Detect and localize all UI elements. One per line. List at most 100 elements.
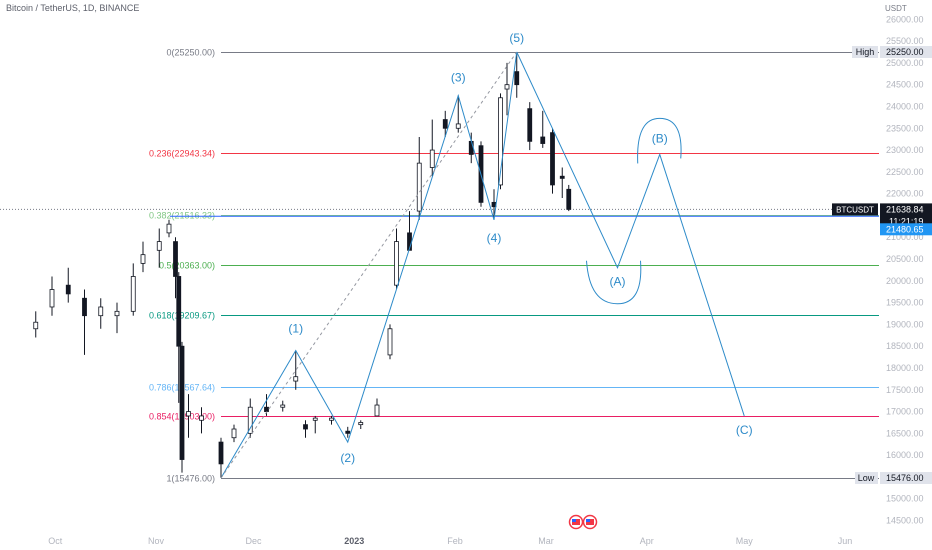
wave-label: (5) — [509, 31, 524, 45]
price-tick: 18000.00 — [886, 363, 924, 373]
wave-label: (2) — [340, 451, 355, 465]
time-axis[interactable]: Oct Nov Dec 2023 Feb Mar Apr May Jun — [48, 536, 852, 546]
candle-body — [186, 411, 191, 417]
elliott-wave-drawing[interactable]: (1) (2) (3) (4) (5) (A) (B) (C) — [220, 31, 753, 479]
candle-body — [247, 406, 253, 434]
candle-body — [455, 123, 461, 129]
high-tag-label: High — [856, 47, 875, 57]
wave-label: (3) — [451, 71, 466, 85]
us-event-flag-canton — [586, 519, 590, 522]
candle-body — [218, 441, 224, 465]
candle-body — [65, 284, 71, 295]
time-tick: May — [736, 536, 754, 546]
price-tick: 22000.00 — [886, 189, 924, 199]
low-value-bg — [880, 472, 932, 484]
price-tick: 21000.00 — [886, 232, 924, 242]
price-tick: 23000.00 — [886, 145, 924, 155]
time-tick: Nov — [148, 536, 165, 546]
price-tick: 25500.00 — [886, 36, 924, 46]
low-value: 15476.00 — [886, 473, 924, 483]
currency-label: USDT — [885, 4, 907, 13]
candle-body — [566, 188, 572, 210]
candle-body — [130, 276, 136, 312]
wave-label: (1) — [288, 322, 303, 336]
price-scale[interactable]: 26000.00 25500.00 25000.00 24500.00 24000.00… — [880, 0, 932, 550]
candle-body — [442, 119, 448, 129]
candle-body — [329, 417, 334, 421]
wave-label: (B) — [652, 131, 668, 145]
price-tick: 19500.00 — [886, 298, 924, 308]
time-tick: Feb — [447, 536, 463, 546]
candle-body — [514, 71, 520, 86]
trend-line — [220, 51, 518, 479]
price-tick: 25000.00 — [886, 58, 924, 68]
wave-b-bracket — [637, 117, 682, 164]
candle-body — [345, 430, 351, 434]
price-tick: 22500.00 — [886, 167, 924, 177]
candle-body — [504, 84, 510, 90]
candle-body — [98, 306, 104, 317]
price-tick: 17500.00 — [886, 385, 924, 395]
candle-body — [49, 289, 55, 308]
candle-body — [429, 149, 435, 168]
wave-label: (C) — [736, 423, 753, 437]
time-tick: Apr — [640, 536, 654, 546]
candle-body — [468, 140, 474, 155]
time-tick: Dec — [245, 536, 262, 546]
fib-level-label: 1(15476.00) — [166, 474, 215, 484]
low-tag-label: Low — [858, 473, 875, 483]
corrective-wave-path — [516, 51, 745, 417]
candle-body — [140, 254, 146, 264]
symbol-title: Bitcoin / TetherUS, 1D, BINANCE — [6, 3, 140, 13]
price-tick: 17000.00 — [886, 407, 924, 417]
projected-price: 21480.65 — [886, 224, 924, 234]
fib-level-label: 0(25250.00) — [166, 48, 215, 58]
time-tick: Jun — [838, 536, 853, 546]
candle-body — [264, 406, 269, 412]
event-markers[interactable] — [568, 514, 598, 530]
symbol-tag: BTCUSDT — [836, 205, 874, 214]
price-scale-bg — [880, 0, 932, 550]
candle-body — [166, 223, 172, 234]
fib-level-label: 0.382(21516.33) — [149, 211, 215, 221]
symbol-tag-bg — [832, 203, 878, 216]
wave-a-bracket — [586, 260, 642, 305]
candle-body — [358, 422, 364, 426]
candle-body — [173, 241, 178, 277]
high-value-bg — [880, 46, 932, 58]
us-event-flag-canton — [572, 519, 576, 522]
high-value: 25250.00 — [886, 47, 924, 57]
price-tick: 16500.00 — [886, 428, 924, 438]
impulse-wave-path — [220, 51, 518, 479]
candle-body — [199, 415, 204, 421]
candle-body — [231, 428, 237, 439]
wave-label: (A) — [610, 275, 626, 289]
price-tick: 14500.00 — [886, 516, 924, 526]
fib-level-label: 0.5(20363.00) — [159, 261, 215, 271]
low-tag-bg — [855, 472, 878, 484]
projected-price-bg — [880, 223, 932, 236]
candle-body — [280, 404, 286, 408]
candle-body — [114, 310, 120, 317]
price-tick: 18500.00 — [886, 341, 924, 351]
time-tick: 2023 — [344, 536, 364, 546]
wave-label: (4) — [487, 231, 502, 245]
candle-body — [176, 276, 182, 347]
candle-body — [374, 404, 380, 417]
candle-body — [416, 162, 422, 212]
fib-level-label: 0.618(19209.67) — [149, 311, 215, 321]
price-tick: 16000.00 — [886, 450, 924, 460]
candle-body — [498, 97, 503, 186]
countdown: 11:21:19 — [889, 216, 923, 226]
candle-body — [179, 345, 185, 460]
candle-body — [550, 132, 555, 186]
candle-body — [312, 417, 318, 421]
fib-level-label: 0.236(22943.34) — [149, 149, 215, 159]
high-tag-bg — [852, 46, 878, 58]
price-tick: 26000.00 — [886, 14, 924, 24]
candle-body — [394, 241, 399, 286]
candle-body — [303, 424, 308, 430]
candle-body — [156, 241, 162, 251]
fibonacci-retracement[interactable]: 0(25250.00) 0.236(22943.34) 0.382(21516.33… — [0, 48, 879, 484]
